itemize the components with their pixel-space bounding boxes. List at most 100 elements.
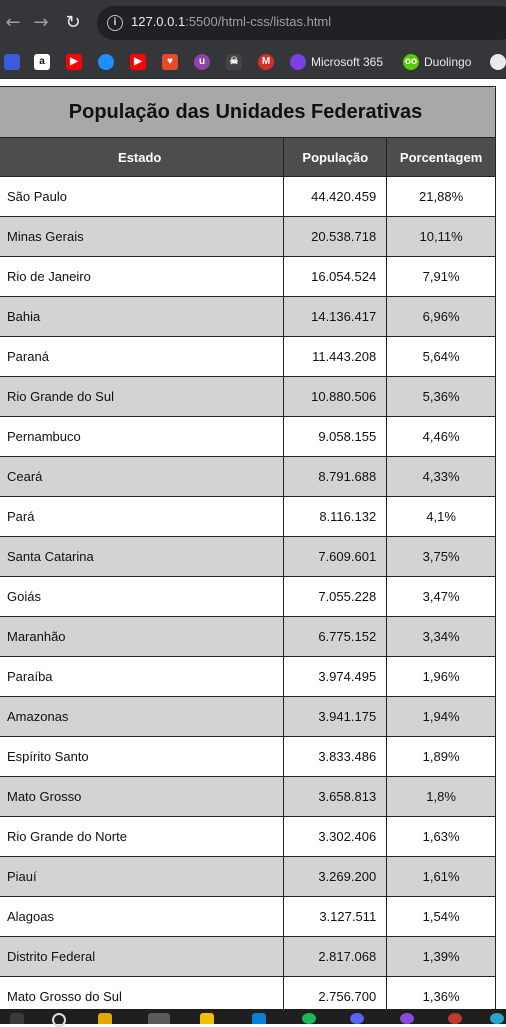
app-icon[interactable] <box>200 1013 214 1024</box>
cell-populacao: 3.302.406 <box>283 816 388 857</box>
cell-populacao: 20.538.718 <box>283 216 388 257</box>
cell-porcentagem: 3,47% <box>386 576 496 617</box>
spotify-icon[interactable] <box>302 1013 316 1024</box>
population-table: População das Unidades Federativas Estad… <box>0 86 496 1009</box>
cell-populacao: 10.880.506 <box>283 376 388 417</box>
browser-toolbar: ← → ↻ i 127.0.0.1:5500/html-css/listas.h… <box>0 0 506 46</box>
cell-porcentagem: 1,63% <box>386 816 496 857</box>
table-row: Rio de Janeiro 16.054.524 7,91% <box>0 256 496 297</box>
droplet-icon <box>98 54 114 70</box>
table-header-row: Estado População Porcentagem <box>0 137 496 177</box>
cell-porcentagem: 21,88% <box>386 176 496 217</box>
cell-estado: Maranhão <box>0 616 285 657</box>
table-row: Pará 8.116.132 4,1% <box>0 496 496 537</box>
vscode-icon[interactable] <box>252 1013 266 1024</box>
cell-populacao: 7.609.601 <box>283 536 388 577</box>
table-row: Paraíba 3.974.495 1,96% <box>0 656 496 697</box>
cell-estado: Bahia <box>0 296 285 337</box>
app-icon[interactable] <box>400 1013 414 1024</box>
table-row: Rio Grande do Norte 3.302.406 1,63% <box>0 816 496 857</box>
table-row: Rio Grande do Sul 10.880.506 5,36% <box>0 376 496 417</box>
cell-porcentagem: 10,11% <box>386 216 496 257</box>
bookmark-skull[interactable]: ☠ <box>226 54 242 70</box>
file-explorer-icon[interactable] <box>98 1013 112 1024</box>
forward-arrow-icon[interactable]: → <box>33 12 49 33</box>
table-row: Mato Grosso 3.658.813 1,8% <box>0 776 496 817</box>
bookmark-m[interactable]: M <box>258 54 274 70</box>
cell-porcentagem: 1,96% <box>386 656 496 697</box>
cell-estado: Pernambuco <box>0 416 285 457</box>
table-title: População das Unidades Federativas <box>0 86 496 138</box>
cell-populacao: 3.974.495 <box>283 656 388 697</box>
cell-populacao: 3.127.511 <box>283 896 388 937</box>
table-row: Mato Grosso do Sul 2.756.700 1,36% <box>0 976 496 1009</box>
cell-estado: Distrito Federal <box>0 936 285 977</box>
search-icon[interactable] <box>52 1013 66 1027</box>
header-estado: Estado <box>0 137 285 177</box>
cell-populacao: 7.055.228 <box>283 576 388 617</box>
address-bar[interactable]: i 127.0.0.1:5500/html-css/listas.html <box>97 6 506 40</box>
youtube-icon: ▶ <box>66 54 82 70</box>
cell-populacao: 3.833.486 <box>283 736 388 777</box>
cell-populacao: 8.791.688 <box>283 456 388 497</box>
table-row: Distrito Federal 2.817.068 1,39% <box>0 936 496 977</box>
cell-estado: Amazonas <box>0 696 285 737</box>
discord-icon[interactable] <box>350 1013 364 1024</box>
url-host: 127.0.0.1 <box>131 14 186 29</box>
duolingo-icon: oo <box>403 54 419 70</box>
bookmark-u[interactable]: u <box>194 54 210 70</box>
table-row: Ceará 8.791.688 4,33% <box>0 456 496 497</box>
bookmark-youtube-2[interactable]: ▶ <box>130 54 146 70</box>
back-arrow-icon[interactable]: ← <box>5 12 21 33</box>
skull-icon: ☠ <box>226 54 242 70</box>
cell-porcentagem: 1,89% <box>386 736 496 777</box>
bookmark-hearts[interactable]: ♥ <box>162 54 178 70</box>
bookmarks-bar: a ▶ ▶ ♥ u ☠ M Microsoft 365 oo Duolingo <box>0 46 506 79</box>
table-row: Paraná 11.443.208 5,64% <box>0 336 496 377</box>
cell-populacao: 11.443.208 <box>283 336 388 377</box>
table-row: Bahia 14.136.417 6,96% <box>0 296 496 337</box>
reload-icon[interactable]: ↻ <box>65 12 81 33</box>
table-row: Alagoas 3.127.511 1,54% <box>0 896 496 937</box>
site-info-icon[interactable]: i <box>107 15 123 31</box>
cell-populacao: 8.116.132 <box>283 496 388 537</box>
youtube-icon: ▶ <box>130 54 146 70</box>
bookmark-microsoft-365[interactable]: Microsoft 365 <box>290 54 383 70</box>
cell-porcentagem: 1,94% <box>386 696 496 737</box>
cell-porcentagem: 1,8% <box>386 776 496 817</box>
cell-estado: Pará <box>0 496 285 537</box>
app-icon[interactable] <box>490 1013 504 1024</box>
os-taskbar <box>0 1009 506 1027</box>
bookmark-amazon[interactable]: a <box>34 54 50 70</box>
cell-estado: Minas Gerais <box>0 216 285 257</box>
cell-populacao: 16.054.524 <box>283 256 388 297</box>
cell-estado: Paraíba <box>0 656 285 697</box>
chrome-active-icon[interactable] <box>148 1013 170 1024</box>
bookmark-github[interactable] <box>490 54 506 70</box>
cell-populacao: 3.941.175 <box>283 696 388 737</box>
github-icon <box>490 54 506 70</box>
cell-estado: Mato Grosso <box>0 776 285 817</box>
bookmark-duolingo[interactable]: oo Duolingo <box>403 54 471 70</box>
microsoft-365-icon <box>290 54 306 70</box>
heart-app-icon: ♥ <box>162 54 178 70</box>
cell-estado: Rio Grande do Norte <box>0 816 285 857</box>
bookmark-icon-1[interactable] <box>4 54 20 70</box>
bookmark-droplet[interactable] <box>98 54 114 70</box>
bookmark-favicon-icon <box>4 54 20 70</box>
cell-porcentagem: 7,91% <box>386 256 496 297</box>
page-content: População das Unidades Federativas Estad… <box>0 79 506 1009</box>
cell-populacao: 3.658.813 <box>283 776 388 817</box>
cell-populacao: 14.136.417 <box>283 296 388 337</box>
bookmark-youtube-1[interactable]: ▶ <box>66 54 82 70</box>
cell-populacao: 2.756.700 <box>283 976 388 1009</box>
table-row: Piauí 3.269.200 1,61% <box>0 856 496 897</box>
start-icon[interactable] <box>10 1013 24 1024</box>
cell-estado: Santa Catarina <box>0 536 285 577</box>
cell-porcentagem: 5,36% <box>386 376 496 417</box>
cell-estado: Paraná <box>0 336 285 377</box>
app-icon[interactable] <box>448 1013 462 1024</box>
table-row: Goiás 7.055.228 3,47% <box>0 576 496 617</box>
table-row: Pernambuco 9.058.155 4,46% <box>0 416 496 457</box>
cell-porcentagem: 5,64% <box>386 336 496 377</box>
